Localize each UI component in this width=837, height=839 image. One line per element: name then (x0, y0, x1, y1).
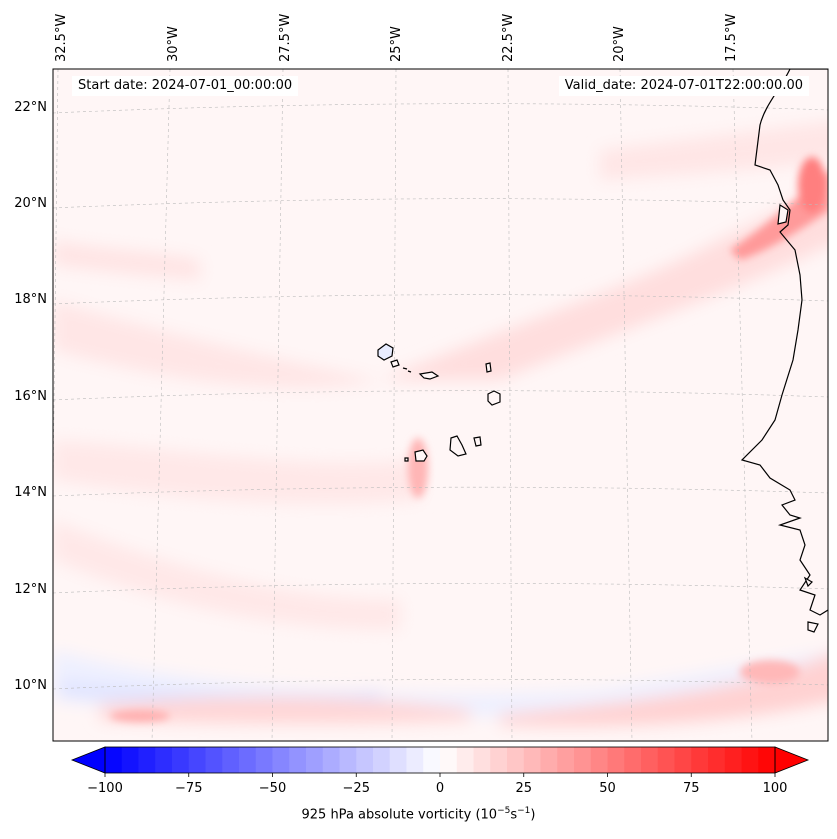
colorbar-tick-label: 100 (763, 781, 788, 796)
colorbar-cell (758, 747, 776, 773)
colorbar-cell (674, 747, 692, 773)
colorbar-cell (607, 747, 625, 773)
colorbar: −100 −75 −50 −25 0 25 50 75 100 (70, 746, 810, 796)
colorbar-extend-max (774, 746, 810, 774)
lat-label: 12°N (14, 582, 47, 597)
start-date-label: Start date: 2024-07-01_00:00:00 (72, 76, 299, 96)
lon-label: 20°W (612, 26, 627, 62)
colorbar-cell (440, 747, 458, 773)
colorbar-cell (138, 747, 156, 773)
gridlines (53, 69, 828, 741)
colorbar-title-unit: s (510, 807, 518, 823)
colorbar-cell (272, 747, 290, 773)
colorbar-cell (540, 747, 558, 773)
lon-label: 25°W (389, 26, 404, 62)
colorbar-extend-min (70, 746, 106, 774)
valid-date-label: Valid_date: 2024-07-01T22:00:00.00 (558, 76, 809, 96)
colorbar-cell (105, 747, 123, 773)
colorbar-tick-label: −25 (343, 781, 370, 796)
lat-label: 20°N (14, 196, 47, 211)
lon-label: 32.5°W (54, 14, 69, 62)
colorbar-cell (322, 747, 340, 773)
lat-labels: 22°N 20°N 18°N 16°N 14°N 12°N 10°N (14, 100, 47, 693)
colorbar-cell (507, 747, 525, 773)
colorbar-cell (523, 747, 541, 773)
colorbar-tick-label: 50 (599, 781, 616, 796)
colorbar-cell (239, 747, 257, 773)
colorbar-tick-label: 0 (436, 781, 444, 796)
cabo-verde-islands (377, 203, 819, 633)
colorbar-tick-label: −100 (87, 781, 123, 796)
colorbar-cell (557, 747, 575, 773)
colorbar-cell (624, 747, 642, 773)
colorbar-cell (155, 747, 173, 773)
lat-label: 18°N (14, 292, 47, 307)
colorbar-cell (590, 747, 608, 773)
colorbar-cell (641, 747, 659, 773)
map-frame (52, 68, 829, 742)
colorbar-cell (456, 747, 474, 773)
colorbar-cell (289, 747, 307, 773)
lon-label: 27.5°W (278, 14, 293, 62)
colorbar-cell (657, 747, 675, 773)
colorbar-cell (473, 747, 491, 773)
colorbar-cell (306, 747, 324, 773)
colorbar-cell (356, 747, 374, 773)
colorbar-cell (188, 747, 206, 773)
colorbar-cell (373, 747, 391, 773)
lat-label: 22°N (14, 100, 47, 115)
coastline (740, 69, 828, 616)
colorbar-cells (105, 747, 776, 773)
map-panel (53, 69, 828, 741)
lat-label: 16°N (14, 389, 47, 404)
colorbar-title: 925 hPa absolute vorticity (10−5s−1) (0, 806, 837, 822)
lat-label: 10°N (14, 678, 47, 693)
colorbar-cell (691, 747, 709, 773)
colorbar-cell (724, 747, 742, 773)
lon-label: 30°W (166, 26, 181, 62)
colorbar-cell (389, 747, 407, 773)
colorbar-cell (490, 747, 508, 773)
colorbar-cell (741, 747, 759, 773)
colorbar-tick-label: 75 (683, 781, 700, 796)
colorbar-title-text: 925 hPa absolute vorticity (10 (301, 807, 498, 823)
colorbar-cell (172, 747, 190, 773)
colorbar-cell (121, 747, 139, 773)
colorbar-cell (222, 747, 240, 773)
colorbar-title-exponent: −5 (497, 806, 511, 816)
colorbar-tick-label: −75 (175, 781, 202, 796)
colorbar-title-close: ) (530, 807, 536, 823)
vorticity-field (53, 121, 828, 727)
colorbar-title-exponent: −1 (517, 806, 531, 816)
lat-label: 14°N (14, 485, 47, 500)
colorbar-tick-label: 25 (515, 781, 532, 796)
colorbar-cell (205, 747, 223, 773)
colorbar-cell (339, 747, 357, 773)
colorbar-tick-label: −50 (259, 781, 286, 796)
colorbar-cell (423, 747, 441, 773)
lon-labels: 32.5°W 30°W 27.5°W 25°W 22.5°W 20°W 17.5… (54, 14, 739, 62)
colorbar-cell (406, 747, 424, 773)
colorbar-cell (255, 747, 273, 773)
colorbar-cell (708, 747, 726, 773)
lon-label: 22.5°W (501, 14, 516, 62)
lon-label: 17.5°W (724, 14, 739, 62)
colorbar-cell (574, 747, 592, 773)
colorbar-tick-labels: −100 −75 −50 −25 0 25 50 75 100 (87, 781, 787, 796)
